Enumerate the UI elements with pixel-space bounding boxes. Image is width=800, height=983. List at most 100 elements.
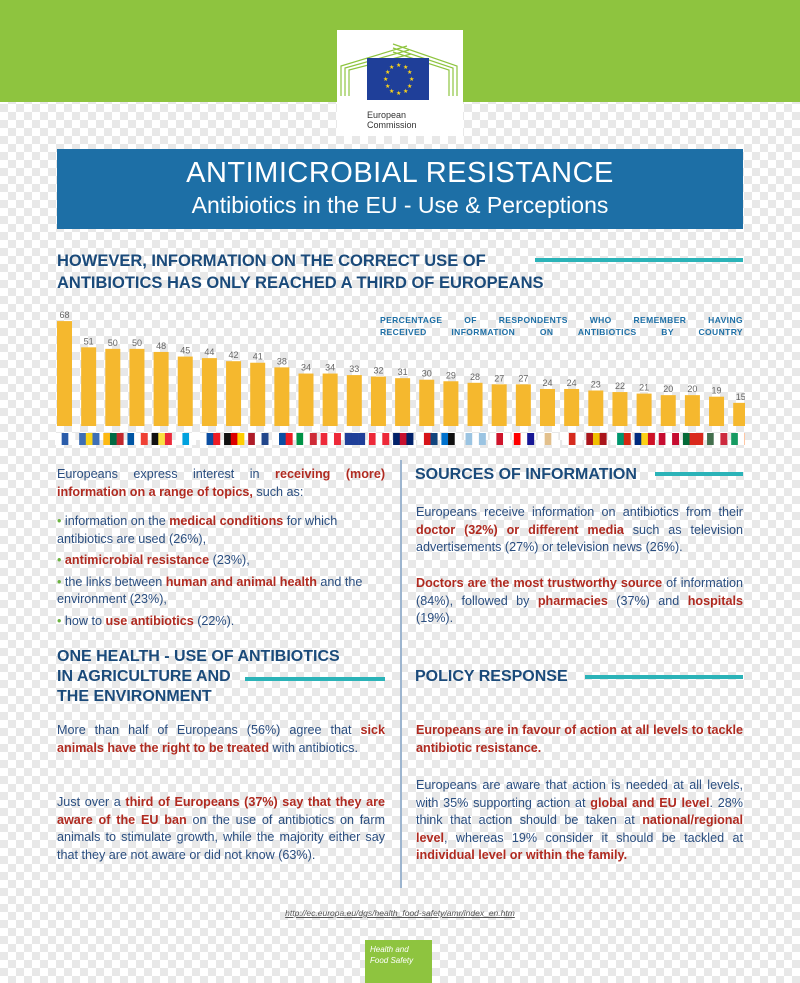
para-text-c: on the use of antibiotics on farm animal…: [57, 812, 385, 862]
logo-text: European Commission: [367, 110, 417, 130]
bar-value-label: 32: [373, 366, 383, 376]
bar-value-label: 19: [712, 386, 722, 396]
country-flag-icon: [634, 433, 655, 445]
bar: [612, 392, 628, 426]
bar-value-label: 24: [542, 378, 552, 388]
list-item: • antimicrobial resistance (23%),: [57, 552, 387, 570]
bar-value-label: 48: [156, 341, 166, 351]
bar-value-label: 23: [591, 380, 601, 390]
bar-value-label: 28: [470, 372, 480, 382]
policy-paragraph-1: Europeans are in favour of action at all…: [416, 722, 743, 757]
list-item-text-b: antimicrobial resistance: [64, 553, 210, 567]
para-text-b: third of Europeans (37%) say that they a…: [57, 795, 385, 827]
bar-value-label: 51: [84, 336, 94, 346]
bar-value-label: 30: [422, 369, 432, 379]
bar: [491, 384, 507, 426]
section-heading-information: HOWEVER, INFORMATION ON THE CORRECT USE …: [57, 250, 577, 294]
country-flag-icon: [489, 433, 510, 445]
country-bar-chart: 68 51 50 50 48 45 44 42 41 38 34 34 33 32 31 30 29 28 27 27…: [55, 310, 745, 445]
para-text-a: More than half of Europeans (56%) agree …: [57, 723, 361, 737]
list-item: • how to use antibiotics (22%).: [57, 613, 387, 631]
bullet-icon: •: [57, 574, 62, 589]
para-text-f: hospitals: [687, 593, 743, 608]
page-title: ANTIMICROBIAL RESISTANCE: [186, 157, 614, 189]
para-text-e: , whereas 19% consider it should be tack…: [444, 830, 743, 845]
one-health-heading-line1: ONE HEALTH - USE OF ANTIBIOTICS: [57, 648, 340, 665]
intro-text-a: Europeans express interest in: [57, 467, 276, 481]
list-item-text-a: how to: [64, 613, 106, 628]
bar: [370, 376, 386, 426]
section-heading-line1: HOWEVER, INFORMATION ON THE CORRECT USE …: [57, 252, 486, 270]
bar: [57, 321, 72, 426]
country-flag-icon: [513, 433, 535, 445]
country-flag-icon: [707, 433, 728, 445]
country-flag-icon: [103, 433, 124, 445]
country-flag-icon: [344, 433, 366, 445]
bar: [250, 362, 266, 426]
bar-value-label: 20: [663, 384, 673, 394]
para-text-e: (37%) and: [607, 593, 688, 608]
svg-text:★: ★: [385, 69, 390, 76]
bar-value-label: 22: [615, 381, 625, 391]
country-flag-icon: [175, 433, 197, 445]
para-text-c: . 28% think that action should be taken …: [416, 795, 743, 828]
para-text-d: national/regional level: [416, 813, 743, 845]
bar-value-label: 50: [132, 338, 142, 348]
one-health-heading: ONE HEALTH - USE OF ANTIBIOTICS IN AGRIC…: [57, 647, 377, 707]
para-text-b: Doctors are the most trustworthy source: [416, 576, 663, 590]
topics-list: • information on the medical conditions …: [57, 513, 387, 630]
badge-line1: Health and: [370, 945, 409, 954]
bar: [684, 395, 700, 426]
para-text-g: (19%).: [416, 611, 454, 625]
para-text-b: doctor (32%) or different media: [416, 522, 624, 537]
svg-text:★: ★: [383, 76, 388, 83]
para-text-b: sick animals have the right to be treate…: [57, 723, 385, 755]
heading-rule: [655, 472, 743, 476]
bar: [129, 348, 145, 426]
bar: [81, 347, 97, 426]
bar-value-label: 29: [446, 370, 456, 380]
para-text-c: with antibiotics.: [269, 740, 358, 755]
commission-logo[interactable]: ★ ★ ★ ★ ★ ★ ★ ★ ★ ★ ★ ★ European Commission: [337, 30, 463, 136]
country-flag-icon: [658, 433, 680, 445]
country-flag-icon: [368, 433, 390, 445]
bar-value-label: 42: [229, 350, 239, 360]
heading-rule: [585, 675, 743, 679]
country-flag-icon: [586, 433, 607, 445]
country-flag-icon: [538, 433, 559, 445]
list-item: • the links between human and animal hea…: [57, 574, 387, 609]
bar: [588, 390, 604, 426]
bar: [322, 373, 338, 426]
bar: [153, 351, 169, 426]
bar: [419, 379, 435, 426]
list-item-text-a: information on the: [64, 514, 170, 528]
country-flag-icon: [465, 433, 486, 445]
title-banner: ANTIMICROBIAL RESISTANCE Antibiotics in …: [57, 149, 743, 229]
bar: [395, 378, 411, 426]
bar: [660, 395, 676, 426]
bar-value-label: 68: [59, 310, 69, 320]
bar: [733, 402, 745, 426]
bar-value-label: 31: [398, 367, 408, 377]
bar-value-label: 41: [253, 352, 263, 362]
country-flag-icon: [296, 433, 317, 445]
bar-value-label: 27: [494, 373, 504, 383]
country-flag-icon: [731, 433, 745, 445]
bullet-icon: •: [57, 514, 62, 528]
list-item-text-c: (22%).: [193, 613, 235, 628]
para-text-b: Europeans are in favour of action at all…: [416, 723, 743, 755]
one-health-paragraph-1: More than half of Europeans (56%) agree …: [57, 722, 385, 757]
heading-rule: [245, 677, 385, 681]
para-text-d: pharmacies: [537, 593, 608, 608]
country-flag-icon: [320, 433, 341, 445]
chart-note-line1: PERCENTAGE OF RESPONDENTS WHO REMEMBER H…: [380, 315, 743, 325]
policy-paragraph-2: Europeans are aware that action is neede…: [416, 777, 743, 865]
policy-heading: POLICY RESPONSE: [415, 668, 568, 685]
bar-value-label: 44: [204, 347, 214, 357]
list-item-text-c: and the environment (23%),: [57, 574, 363, 607]
para-text-c: such as television advertisements (27%) …: [416, 522, 743, 555]
list-item-text-b: use antibiotics: [105, 613, 194, 628]
bar: [226, 361, 242, 426]
list-item-text-b: medical conditions: [169, 514, 284, 528]
source-link[interactable]: http://ec.europa.eu/dgs/health_food-safe…: [285, 908, 515, 918]
